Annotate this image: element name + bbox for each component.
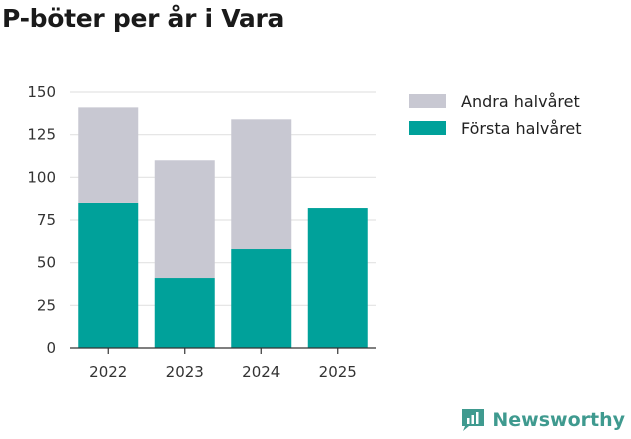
- x-axis-ticks: 2022 2023 2024 2025: [89, 348, 357, 381]
- bar-2022-andra: [78, 107, 139, 203]
- bars: [78, 107, 368, 348]
- y-tick-label: 50: [37, 254, 56, 272]
- bar-2022-forsta: [78, 202, 139, 348]
- legend: Andra halvåret Första halvåret: [409, 92, 582, 138]
- bar-2023-andra: [154, 160, 215, 279]
- y-tick-label: 100: [27, 168, 56, 186]
- y-tick-label: 125: [27, 126, 56, 144]
- legend-swatch: [409, 94, 446, 108]
- bar-2024-andra: [231, 119, 292, 250]
- x-tick-label: 2023: [166, 363, 204, 381]
- brand-name: Newsworthy: [492, 409, 625, 431]
- y-tick-label: 75: [37, 211, 56, 229]
- newsworthy-icon: [462, 409, 485, 431]
- y-axis-ticks: 0 25 50 75 100 125 150: [27, 83, 56, 357]
- legend-swatch: [409, 121, 446, 135]
- y-tick-label: 0: [46, 339, 56, 357]
- x-tick-label: 2022: [89, 363, 127, 381]
- legend-label: Första halvåret: [461, 119, 582, 138]
- bar-2023-forsta: [154, 278, 215, 348]
- x-tick-label: 2025: [319, 363, 357, 381]
- y-tick-label: 150: [27, 83, 56, 101]
- chart-title: P-böter per år i Vara: [2, 4, 285, 33]
- bar-2025-forsta: [307, 208, 368, 348]
- y-tick-label: 25: [37, 296, 56, 314]
- x-tick-label: 2024: [242, 363, 280, 381]
- legend-label: Andra halvåret: [461, 92, 580, 111]
- bar-2024-forsta: [231, 249, 292, 348]
- newsworthy-logo: Newsworthy: [460, 407, 625, 433]
